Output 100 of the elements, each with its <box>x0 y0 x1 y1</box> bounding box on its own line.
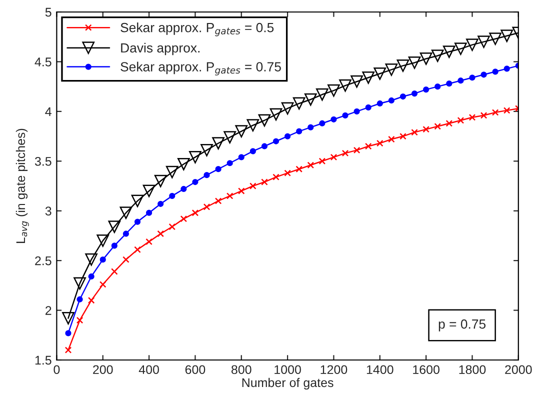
point <box>411 90 418 97</box>
point <box>281 102 294 115</box>
point <box>200 144 213 156</box>
x-tick-label: 200 <box>93 365 113 374</box>
point <box>96 234 110 247</box>
point <box>134 246 141 254</box>
x-tick-label: 1400 <box>366 365 394 374</box>
point <box>226 160 233 166</box>
point <box>272 138 280 144</box>
point <box>328 84 340 97</box>
point <box>146 238 152 246</box>
point <box>374 67 386 80</box>
point <box>85 253 98 266</box>
point <box>365 104 372 111</box>
point <box>431 50 444 62</box>
x-tick-label: 1200 <box>320 365 348 374</box>
point <box>215 166 222 172</box>
point <box>422 126 430 133</box>
point <box>122 256 130 263</box>
point <box>330 154 338 161</box>
point <box>177 158 190 170</box>
point <box>446 80 452 87</box>
point <box>434 84 441 90</box>
point <box>339 79 352 92</box>
point <box>489 32 502 46</box>
point <box>385 63 398 76</box>
y-tick-label: 4 <box>45 107 52 116</box>
point <box>457 116 464 124</box>
point <box>74 277 86 290</box>
point <box>400 93 406 100</box>
annotation: p = 0.75 <box>438 319 486 332</box>
point <box>158 200 164 207</box>
x-tick-label: 400 <box>138 365 159 374</box>
x-axis-title: Number of gates <box>242 378 334 390</box>
point <box>442 46 456 58</box>
point <box>62 312 74 324</box>
y-tick-label: 2.5 <box>35 256 52 266</box>
point <box>420 52 432 65</box>
y-tick-label: 2 <box>46 306 52 315</box>
point <box>354 108 360 114</box>
x-tick-label: 0 <box>54 365 60 374</box>
point <box>168 223 176 230</box>
point <box>411 128 418 136</box>
point <box>88 273 94 280</box>
point <box>396 60 410 72</box>
point <box>308 124 314 130</box>
point <box>99 281 106 288</box>
point <box>88 296 95 304</box>
point <box>296 128 302 134</box>
point <box>362 71 375 84</box>
point <box>500 30 514 42</box>
point <box>350 75 363 88</box>
point <box>180 186 187 192</box>
y-tick-label: 3.5 <box>34 156 52 166</box>
point <box>134 218 141 225</box>
point <box>189 150 202 164</box>
point <box>400 132 406 140</box>
x-tick-label: 1600 <box>413 365 440 374</box>
point <box>76 296 83 302</box>
point <box>166 166 178 178</box>
point <box>204 172 210 178</box>
point <box>169 192 176 199</box>
point <box>108 220 121 233</box>
point <box>157 230 164 238</box>
point <box>376 100 383 107</box>
point <box>353 146 360 154</box>
point <box>480 72 487 78</box>
point <box>342 112 348 118</box>
point <box>203 203 210 210</box>
point <box>246 119 260 132</box>
point <box>388 97 394 104</box>
point <box>330 116 337 122</box>
point <box>272 174 280 180</box>
legend-label: Sekar approx. P$_{gates}$ = 0.5 <box>120 22 274 36</box>
legend-label: Sekar approx. P$_{gates}$ = 0.75 <box>120 62 281 76</box>
point <box>318 158 326 165</box>
point <box>146 210 152 216</box>
point <box>468 114 476 121</box>
point <box>478 36 490 48</box>
point <box>292 97 306 110</box>
point <box>376 140 384 147</box>
point <box>458 78 464 84</box>
point <box>492 68 498 75</box>
point <box>284 170 291 176</box>
point <box>364 142 372 150</box>
point <box>111 268 118 275</box>
y-axis-title: L$_{avg}$ (in gate pitches) <box>16 128 29 243</box>
point <box>454 42 467 55</box>
point <box>466 38 478 51</box>
x-tick-label: 600 <box>185 365 206 374</box>
y-tick-label: 4.5 <box>34 58 52 66</box>
point <box>250 182 256 190</box>
point <box>142 184 156 198</box>
point <box>469 74 476 81</box>
point <box>180 215 188 222</box>
point <box>316 88 328 101</box>
point <box>131 194 144 208</box>
point <box>480 112 488 119</box>
x-tick-label: 1000 <box>274 365 301 374</box>
point <box>111 242 118 249</box>
